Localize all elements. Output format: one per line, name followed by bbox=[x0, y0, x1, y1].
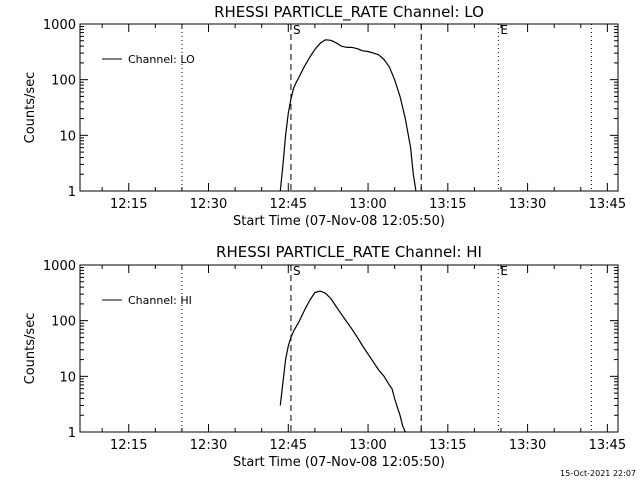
y-tick-label: 1 bbox=[68, 185, 76, 200]
x-tick-label: 13:00 bbox=[349, 197, 386, 212]
x-tick-label: 13:00 bbox=[349, 438, 386, 453]
x-tick-label: 12:30 bbox=[190, 438, 227, 453]
chart-panel-2: RHESSI PARTICLE_RATE Channel: HI 1 10 100 10… bbox=[23, 243, 626, 470]
chart-panel-1: RHESSI PARTICLE_RATE Channel: LO 1 10 100 10… bbox=[23, 3, 626, 229]
series-line-1 bbox=[279, 290, 406, 433]
series-line-1 bbox=[279, 39, 417, 192]
y-axis-label: Counts/sec bbox=[23, 313, 38, 385]
marker-label-s: S bbox=[293, 23, 301, 37]
x-tick-label: 13:30 bbox=[509, 438, 546, 453]
x-tick-label: 13:45 bbox=[589, 197, 626, 212]
y-tick-label: 100 bbox=[51, 74, 76, 89]
marker-label-e: E bbox=[500, 23, 508, 37]
x-tick-label: 13:30 bbox=[509, 197, 546, 212]
legend-label: Channel: LO bbox=[128, 53, 195, 66]
chart-title: RHESSI PARTICLE_RATE Channel: HI bbox=[216, 243, 482, 262]
x-axis-label: Start Time (07-Nov-08 12:05:50) bbox=[233, 455, 445, 470]
footer-timestamp: 15-Oct-2021 22:07 bbox=[560, 469, 636, 478]
y-tick-label: 10 bbox=[59, 370, 76, 385]
plot-frame bbox=[79, 264, 619, 433]
x-tick-label: 12:45 bbox=[270, 438, 307, 453]
x-tick-label: 12:15 bbox=[110, 438, 147, 453]
x-tick-label: 13:15 bbox=[429, 197, 466, 212]
marker-label-s: S bbox=[293, 264, 301, 278]
marker-label-e: E bbox=[500, 264, 508, 278]
x-tick-label: 13:15 bbox=[429, 438, 466, 453]
y-tick-label: 100 bbox=[51, 315, 76, 330]
x-axis-label: Start Time (07-Nov-08 12:05:50) bbox=[233, 214, 445, 229]
chart-title: RHESSI PARTICLE_RATE Channel: LO bbox=[214, 3, 484, 22]
x-tick-label: 13:45 bbox=[589, 438, 626, 453]
y-tick-label: 1000 bbox=[43, 259, 76, 274]
x-tick-label: 12:30 bbox=[190, 197, 227, 212]
y-axis-label: Counts/sec bbox=[23, 72, 38, 144]
x-tick-label: 12:45 bbox=[270, 197, 307, 212]
plot-frame bbox=[79, 23, 619, 192]
x-tick-label: 12:15 bbox=[110, 197, 147, 212]
y-tick-label: 1 bbox=[68, 426, 76, 441]
legend-label: Channel: HI bbox=[128, 294, 192, 307]
y-tick-label: 10 bbox=[59, 129, 76, 144]
y-tick-label: 1000 bbox=[43, 18, 76, 33]
